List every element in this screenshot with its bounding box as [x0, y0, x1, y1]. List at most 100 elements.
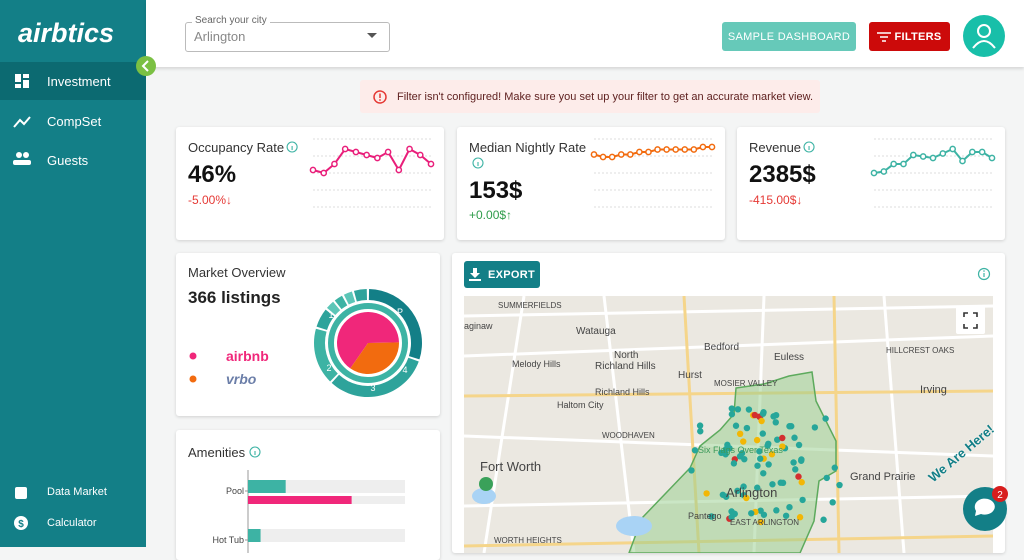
amenities-chart: Pool Hot Tub [212, 446, 405, 553]
map-label: Fort Worth [480, 459, 541, 474]
ring-segment [316, 309, 335, 330]
logo[interactable]: airbtics [18, 18, 115, 48]
listing-dot [759, 410, 767, 417]
spark-point [374, 154, 381, 162]
spark-point [320, 169, 328, 177]
city-search[interactable] [185, 22, 390, 52]
listing-dot [730, 460, 738, 467]
sparkline [286, 138, 435, 208]
spark-point [968, 148, 976, 156]
spark-point [919, 153, 927, 160]
legend-label: vrbo [226, 371, 257, 387]
spark-point [959, 157, 966, 165]
nav-item[interactable]: CompSet [0, 102, 146, 140]
export-button[interactable]: EXPORT [464, 261, 540, 288]
info-icon[interactable] [977, 267, 991, 281]
bar [248, 480, 286, 493]
sample-dashboard-button[interactable]: SAMPLE DASHBOARD [722, 22, 856, 51]
avatar[interactable] [962, 14, 1006, 58]
collapse-button[interactable] [135, 55, 157, 77]
map-label: WOODHAVEN [602, 431, 655, 440]
spark-point [690, 146, 698, 153]
download-icon [468, 268, 481, 281]
map-label: Melody Hills [512, 359, 561, 369]
listing-dot [751, 411, 759, 419]
svg-text:$: $ [18, 519, 24, 530]
listing-dot [731, 510, 738, 518]
spark-point [352, 148, 360, 156]
ring-segment [331, 357, 419, 397]
spark-point [636, 148, 643, 156]
info-icon [472, 157, 484, 169]
listing-dot [728, 405, 735, 412]
park-marker [479, 477, 493, 491]
stat-card [457, 127, 725, 240]
filters-label: FILTERS [894, 30, 942, 43]
listing-dot [756, 448, 763, 455]
listing-dot [708, 513, 715, 520]
nav-icons: $ [13, 74, 31, 530]
nav-item[interactable]: Guests [0, 141, 146, 179]
market-chart: P 1 2 3 4 airbnb vrbo [189, 289, 422, 397]
stat-value: 2385$ [749, 161, 816, 188]
listing-dot [753, 436, 761, 444]
filters-button[interactable]: FILTERS [869, 22, 950, 51]
listing-dot [782, 512, 790, 519]
chat-button[interactable]: 2 [960, 484, 1010, 534]
listing-dot [697, 428, 704, 435]
spark-point [599, 153, 607, 161]
bar [248, 529, 261, 542]
stat-change: -415.00$↓ [749, 193, 803, 207]
listing-dot [769, 481, 776, 488]
listing-dot [726, 445, 733, 452]
listing-dot [829, 499, 836, 506]
map-label: aginaw [464, 321, 493, 331]
listing-dot [732, 422, 740, 429]
highway [464, 389, 993, 398]
listing-dot [773, 507, 780, 514]
road [464, 304, 993, 318]
road [602, 296, 636, 553]
listing-dot [811, 424, 819, 431]
fullscreen-button[interactable] [956, 306, 985, 334]
ring-label: P [397, 307, 403, 317]
listing-dot [757, 518, 764, 526]
nav-item[interactable]: Calculator [0, 504, 146, 542]
ring-label: 3 [370, 383, 375, 393]
ring-segment [343, 291, 356, 305]
spark-point [939, 150, 947, 157]
nav-label: Calculator [47, 517, 97, 529]
listings: 366 listings [188, 288, 281, 307]
map-label: Bedford [704, 342, 739, 353]
listing-dot [738, 450, 746, 457]
nav-item[interactable]: Data Market [0, 473, 146, 511]
listing-dot [740, 438, 747, 445]
highway [832, 296, 841, 553]
map-label: Richland Hills [595, 387, 650, 397]
stat-value: 153$ [469, 177, 523, 204]
ring-label: 2 [326, 363, 331, 373]
info-ring [286, 141, 298, 153]
chat-badge: 2 [997, 490, 1003, 501]
listing-dot [765, 461, 772, 468]
spark-point [672, 146, 680, 153]
listing-dot [790, 459, 797, 466]
listing-dot [836, 481, 843, 489]
listing-dot [719, 491, 727, 498]
spark-point [654, 146, 661, 153]
spark-point [416, 151, 424, 159]
info-ring [803, 141, 815, 153]
export-label: EXPORT [487, 268, 536, 281]
spark-point [929, 154, 937, 162]
amenity-label: Hot Tub [212, 535, 244, 545]
spark-point [406, 145, 413, 153]
listing-dot [798, 457, 805, 464]
ring-segment [353, 289, 368, 302]
nav-label: Investment [47, 73, 111, 89]
spark-point [988, 154, 996, 162]
spark-point [663, 146, 670, 153]
stat-card [737, 127, 1005, 240]
inner-ring [328, 303, 408, 383]
listing-dot [795, 473, 802, 480]
